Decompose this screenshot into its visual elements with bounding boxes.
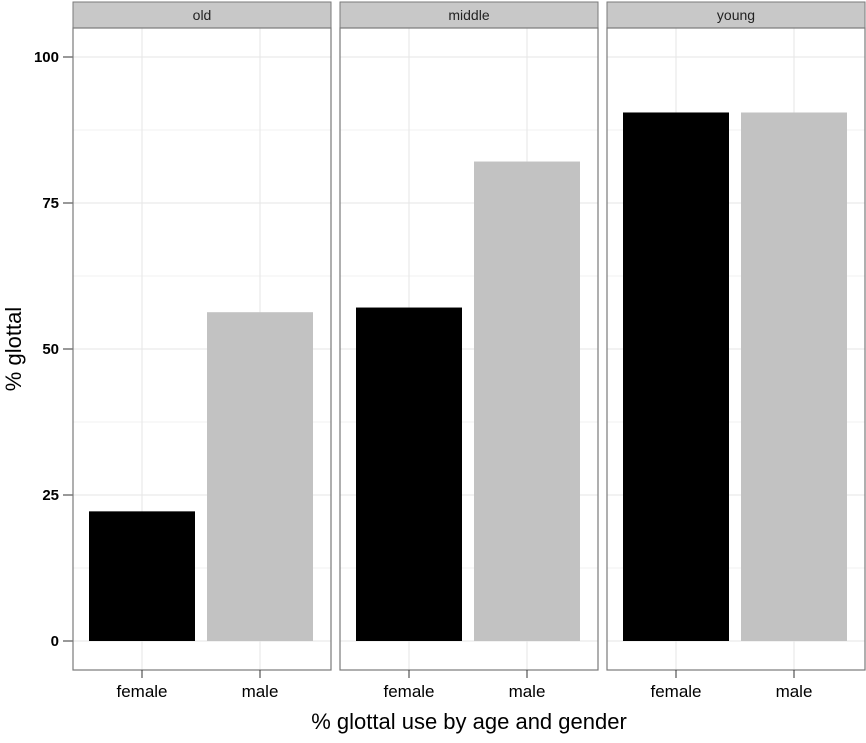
bar-middle-male bbox=[474, 161, 580, 641]
y-tick-label: 25 bbox=[42, 487, 59, 504]
facet-strip bbox=[339, 1, 599, 29]
panel-border bbox=[339, 27, 599, 671]
y-tick-label: 100 bbox=[34, 49, 59, 66]
facet-strip-label: old bbox=[193, 7, 212, 23]
bar-young-male bbox=[741, 112, 847, 642]
y-tick-label: 75 bbox=[42, 195, 59, 212]
bar-old-male bbox=[207, 312, 313, 641]
y-tick-labels: 0 25 50 75 100 bbox=[34, 49, 73, 650]
bar-middle-female bbox=[356, 307, 462, 641]
y-axis-title: % glottal bbox=[1, 307, 26, 391]
x-tick-label: male bbox=[242, 682, 279, 701]
panel-young: young female male bbox=[606, 1, 866, 701]
panel-border bbox=[606, 27, 866, 671]
x-tick-label: female bbox=[383, 682, 434, 701]
x-axis-title: % glottal use by age and gender bbox=[311, 709, 627, 734]
facet-strip-label: young bbox=[717, 7, 755, 23]
bar-young-female bbox=[623, 112, 729, 642]
facet-strip bbox=[72, 1, 332, 29]
facet-strip bbox=[606, 1, 866, 29]
x-tick-label: female bbox=[650, 682, 701, 701]
panel-old: old female male bbox=[72, 1, 332, 701]
panels: old female male middle female male young female… bbox=[72, 1, 866, 701]
x-tick-label: male bbox=[776, 682, 813, 701]
x-tick-label: female bbox=[116, 682, 167, 701]
y-tick-label: 0 bbox=[51, 633, 59, 650]
panel-middle: middle female male bbox=[339, 1, 599, 701]
bar-old-female bbox=[89, 511, 195, 641]
panel-border bbox=[72, 27, 332, 671]
x-tick-label: male bbox=[509, 682, 546, 701]
y-tick-label: 50 bbox=[42, 341, 59, 358]
facet-strip-label: middle bbox=[448, 7, 489, 23]
